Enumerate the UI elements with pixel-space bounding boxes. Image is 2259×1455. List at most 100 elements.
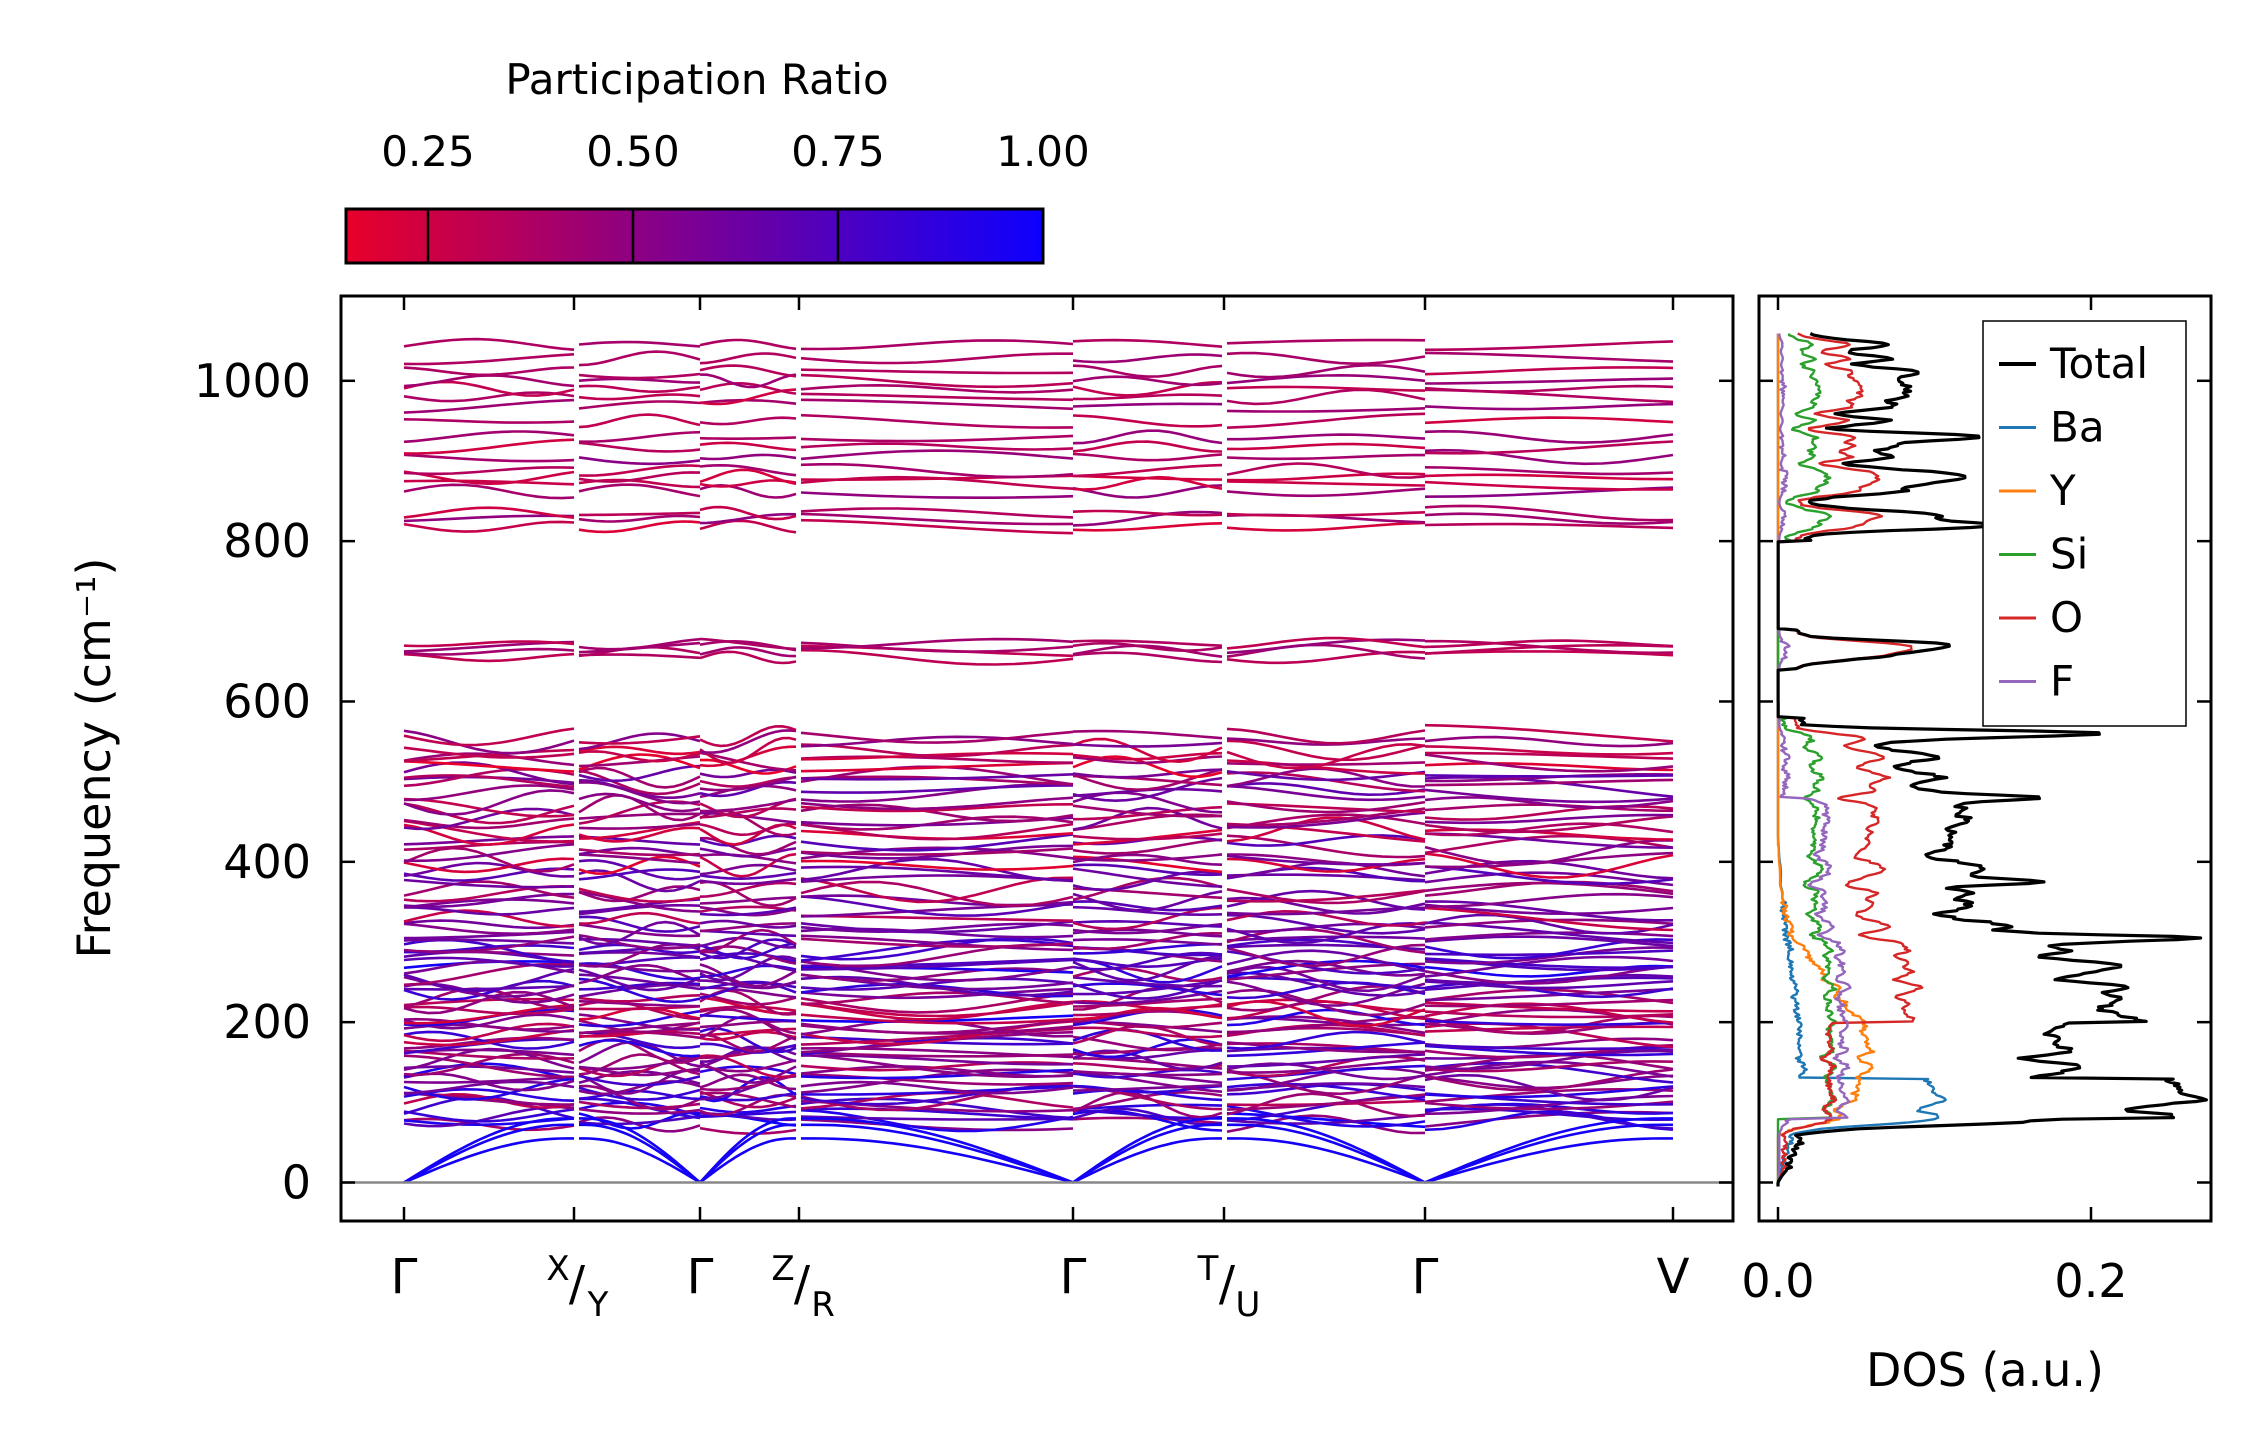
phonon-branch [1226,638,1426,655]
phonon-branch [403,807,575,831]
phonon-branch [578,520,701,534]
phonon-branch [800,857,1074,882]
phonon-branch [578,859,701,881]
phonon-branch [1424,504,1674,522]
phonon-branch [403,898,575,909]
phonon-branch [1226,888,1426,905]
phonon-branch [1425,639,1674,655]
phonon-branch [403,337,575,351]
phonon-branch [1226,965,1426,993]
band-lines [403,337,1674,1184]
phonon-branch [578,904,701,916]
phonon-branch [1072,922,1223,935]
phonon-branch [800,876,1074,904]
phonon-branch [699,896,797,905]
phonon-branch [579,511,701,517]
phonon-branch [1072,928,1223,938]
k-point-label-sup: X [546,1249,569,1289]
phonon-branch [1072,641,1223,652]
phonon-branch [578,1031,701,1050]
phonon-branch [800,1068,1074,1080]
phonon-branch [1072,853,1223,862]
phonon-branch [1072,989,1223,1005]
phonon-branch [699,468,797,486]
k-point-label-sub: R [811,1285,835,1325]
phonon-branch [1226,487,1426,498]
phonon-branch [1226,1104,1426,1128]
phonon-branch [403,909,575,928]
phonon-branch [1072,1091,1223,1111]
phonon-branch [403,520,575,533]
phonon-branch [1072,768,1223,779]
phonon-branch [800,895,1074,917]
phonon-branch [403,1049,575,1060]
phonon-branch [1072,651,1223,664]
phonon-branch [1226,1015,1426,1034]
phonon-branch [578,963,701,985]
acoustic-branch [1072,1137,1222,1184]
phonon-branch [403,453,575,463]
phonon-branch [578,456,701,466]
phonon-branch [1072,813,1223,832]
phonon-branch [1226,782,1426,797]
phonon-branch [800,936,1074,961]
acoustic-branch [1424,1137,1673,1184]
dos-x-tick-label: 0.2 [2054,1254,2127,1308]
acoustic-branch [579,1137,701,1184]
dos-curve-total [1776,332,2208,1187]
phonon-branch [800,937,1074,948]
phonon-branch [1226,811,1426,829]
k-point-label-slash: / [1219,1256,1236,1312]
phonon-branch [1424,351,1674,363]
phonon-branch [1424,880,1674,897]
k-point-label-pair: Z / R [771,1249,834,1325]
phonon-branch [403,1054,575,1079]
phonon-branch [699,1019,797,1029]
phonon-branch [1072,1084,1223,1092]
phonon-branch [699,811,797,824]
phonon-branch [1424,788,1674,804]
phonon-branch [1226,854,1426,866]
phonon-branch [1072,853,1223,866]
phonon-branch [1072,867,1223,888]
phonon-branch [578,1084,701,1111]
acoustic-branch [1227,1137,1426,1184]
phonon-branch [403,867,575,882]
phonon-branch [1226,935,1426,942]
phonon-branch [699,871,797,881]
phonon-branch [1424,973,1674,985]
phonon-branch [578,826,701,843]
phonon-branch [1424,935,1674,948]
phonon-branch [1072,338,1223,348]
phonon-branch [1424,998,1674,1008]
phonon-branch [800,1073,1074,1086]
phonon-branch [578,769,701,796]
phonon-branch [403,878,575,889]
phonon-branch [578,653,701,660]
phonon-branch [1424,466,1674,476]
phonon-branch [578,1021,701,1035]
phonon-branch [800,822,1074,841]
phonon-branch [1226,472,1426,482]
phonon-branch [403,997,575,1007]
phonon-branch [699,847,797,858]
phonon-branch [1072,751,1223,761]
phonon-branch [1072,644,1223,658]
dos-x-axis-label: DOS (a.u.) [1866,1343,2104,1397]
colorbar-title: Participation Ratio [505,55,888,104]
phonon-branch [578,869,701,893]
phonon-branch [699,1015,797,1041]
phonon-branch [578,732,701,751]
phonon-branch [1226,800,1426,814]
phonon-branch [403,1013,575,1030]
phonon-branch [1226,412,1426,429]
phonon-branch [579,956,701,967]
phonon-branch [699,1073,797,1091]
acoustic-branch [699,1137,796,1184]
phonon-branch [1072,440,1223,453]
phonon-branch [699,352,797,365]
phonon-branch [403,652,575,663]
phonon-branch [1424,1073,1674,1102]
phonon-branch [578,735,701,745]
phonon-branch [699,775,797,792]
